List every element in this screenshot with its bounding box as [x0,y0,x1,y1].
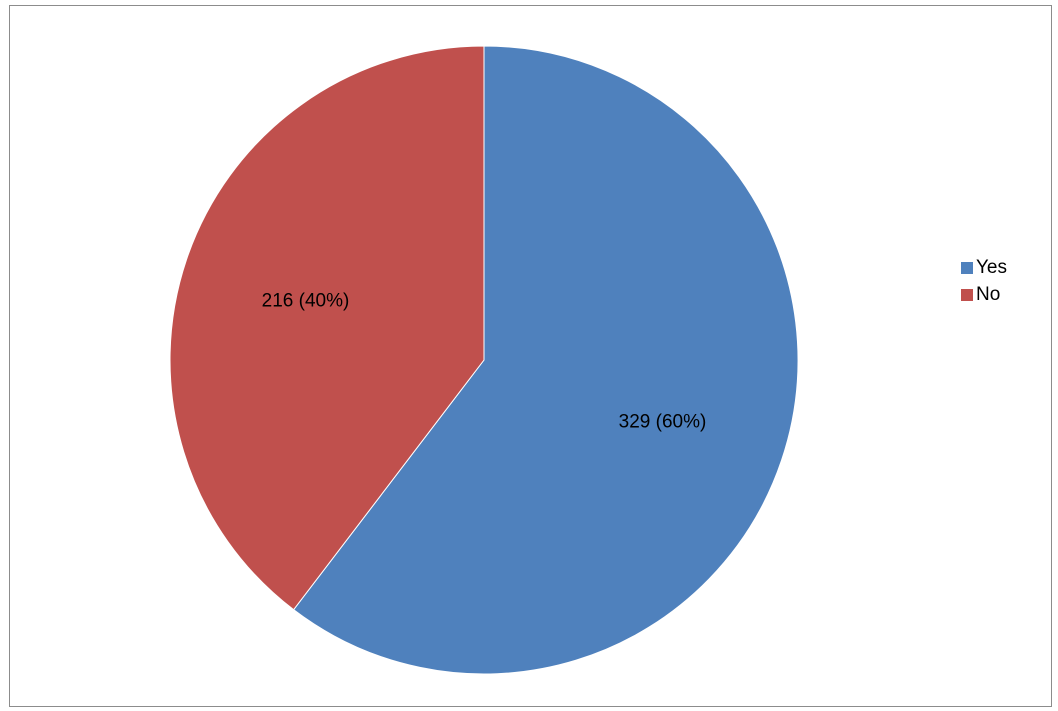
legend-label-no: No [976,283,1001,305]
pie-chart: 329 (60%) 216 (40%) [169,45,799,675]
legend: Yes No [961,254,1041,308]
legend-swatch-no [961,288,973,301]
legend-swatch-yes [961,261,973,274]
legend-item-no: No [961,281,1041,308]
pie-slice-yes [292,45,799,675]
legend-label-yes: Yes [976,256,1007,278]
data-label-no: 216 (40%) [262,291,350,312]
chart-area: 329 (60%) 216 (40%) Yes No [9,5,1052,707]
pie-slice-no [169,45,485,611]
data-label-yes: 329 (60%) [619,411,707,432]
legend-item-yes: Yes [961,254,1041,281]
